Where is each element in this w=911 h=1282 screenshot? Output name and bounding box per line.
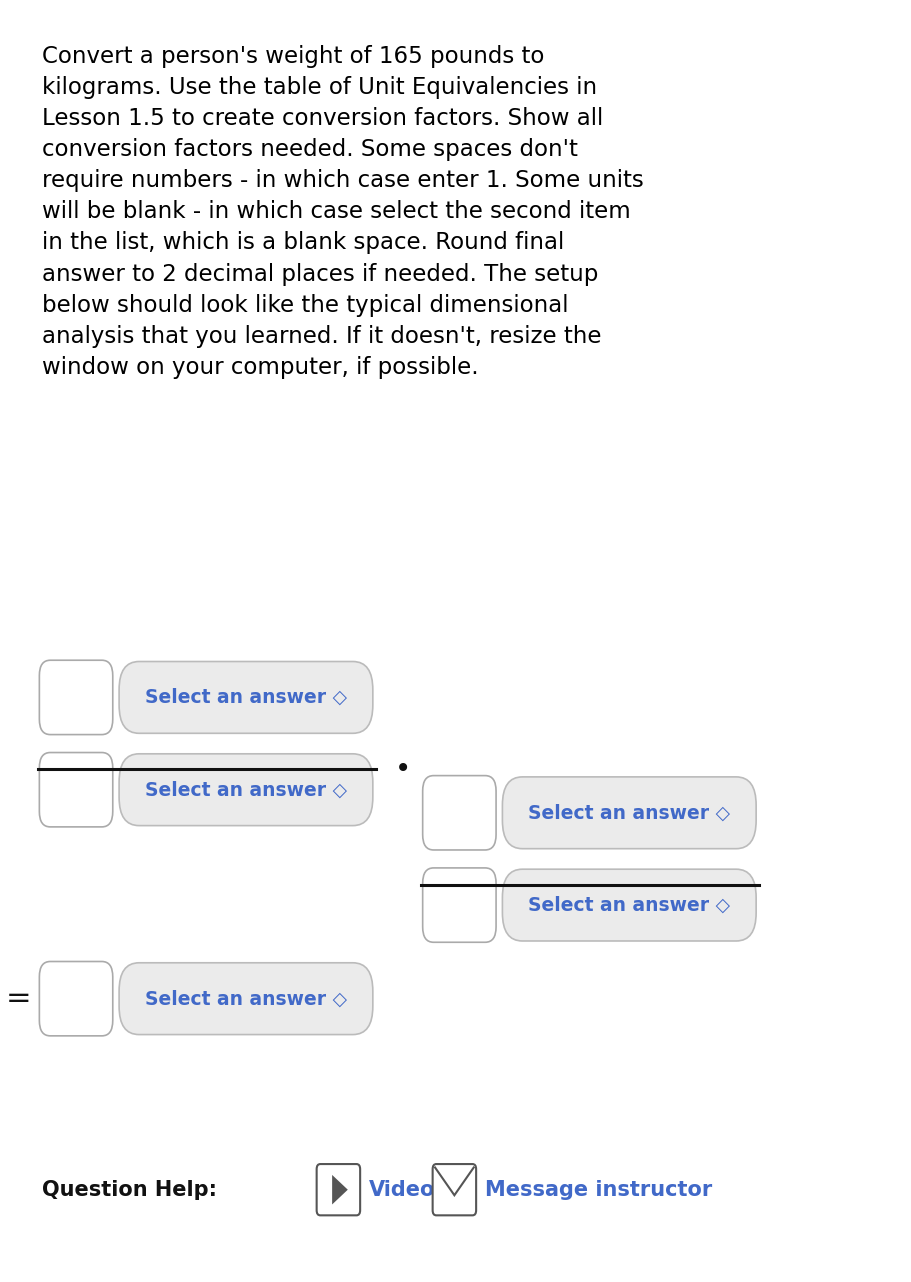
Text: Select an answer ◇: Select an answer ◇ (145, 990, 346, 1008)
Text: Convert a person's weight of 165 pounds to
kilograms. Use the table of Unit Equi: Convert a person's weight of 165 pounds … (42, 45, 643, 379)
FancyBboxPatch shape (502, 777, 755, 849)
FancyBboxPatch shape (119, 662, 373, 733)
Text: Select an answer ◇: Select an answer ◇ (145, 688, 346, 706)
FancyBboxPatch shape (39, 962, 113, 1036)
FancyBboxPatch shape (119, 754, 373, 826)
FancyBboxPatch shape (502, 869, 755, 941)
FancyBboxPatch shape (422, 776, 496, 850)
Text: Question Help:: Question Help: (42, 1179, 217, 1200)
Text: =: = (5, 985, 31, 1013)
Text: Select an answer ◇: Select an answer ◇ (527, 896, 730, 914)
FancyBboxPatch shape (432, 1164, 476, 1215)
Text: Video: Video (369, 1179, 435, 1200)
FancyBboxPatch shape (39, 753, 113, 827)
Text: Select an answer ◇: Select an answer ◇ (145, 781, 346, 799)
Text: Message instructor: Message instructor (485, 1179, 711, 1200)
FancyBboxPatch shape (119, 963, 373, 1035)
FancyBboxPatch shape (422, 868, 496, 942)
Polygon shape (332, 1174, 347, 1205)
Text: Select an answer ◇: Select an answer ◇ (527, 804, 730, 822)
Text: •: • (394, 755, 411, 783)
FancyBboxPatch shape (39, 660, 113, 735)
FancyBboxPatch shape (316, 1164, 360, 1215)
